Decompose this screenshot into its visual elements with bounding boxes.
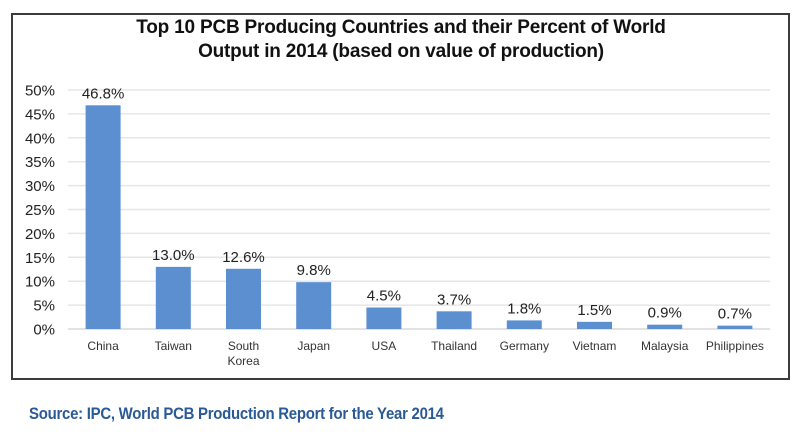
- y-tick-label: 5%: [33, 298, 55, 315]
- data-label: 1.5%: [577, 302, 611, 319]
- x-tick-label: Taiwan: [155, 339, 192, 353]
- x-tick-label: South Korea: [227, 339, 259, 368]
- data-label: 4.5%: [367, 287, 401, 304]
- bar: [155, 266, 191, 329]
- bar: [366, 307, 402, 329]
- x-tick-label: Philippines: [706, 339, 764, 353]
- bar: [647, 324, 683, 329]
- x-tick-label: China: [87, 339, 119, 353]
- y-tick-label: 20%: [25, 226, 55, 243]
- y-tick-label: 10%: [25, 274, 55, 291]
- source-caption: Source: IPC, World PCB Production Report…: [29, 404, 444, 423]
- data-label: 0.7%: [718, 306, 752, 323]
- data-label: 1.8%: [507, 300, 541, 317]
- y-tick-label: 0%: [33, 322, 55, 339]
- y-tick-label: 15%: [25, 250, 55, 267]
- data-label: 3.7%: [437, 291, 471, 308]
- y-tick-label: 40%: [25, 130, 55, 147]
- x-tick-label: Vietnam: [573, 339, 617, 353]
- x-tick-label: Germany: [500, 339, 549, 353]
- y-tick-label: 30%: [25, 178, 55, 195]
- x-tick-label: USA: [372, 339, 397, 353]
- bar: [577, 321, 612, 329]
- y-tick-label: 25%: [25, 202, 55, 219]
- bar: [717, 325, 753, 329]
- y-tick-label: 50%: [25, 83, 55, 100]
- data-label: 9.8%: [297, 262, 331, 279]
- bar: [436, 311, 472, 329]
- chart-title-line-1: Top 10 PCB Producing Countries and their…: [136, 17, 666, 38]
- y-tick-label: 35%: [25, 154, 55, 171]
- data-label: 13.0%: [152, 247, 195, 264]
- chart-title-line-2: Output in 2014 (based on value of produc…: [198, 41, 604, 62]
- chart-title: Top 10 PCB Producing Countries and their…: [0, 16, 802, 64]
- x-tick-label: Thailand: [431, 339, 477, 353]
- bar: [85, 105, 121, 330]
- data-label: 12.6%: [222, 249, 265, 266]
- x-tick-label: Malaysia: [641, 339, 689, 353]
- y-tick-label: 45%: [25, 106, 55, 123]
- data-label: 0.9%: [648, 305, 682, 322]
- bar: [296, 282, 332, 329]
- bar: [226, 268, 261, 329]
- data-label: 46.8%: [82, 85, 125, 102]
- x-tick-label: Japan: [297, 339, 330, 353]
- bar: [506, 320, 542, 329]
